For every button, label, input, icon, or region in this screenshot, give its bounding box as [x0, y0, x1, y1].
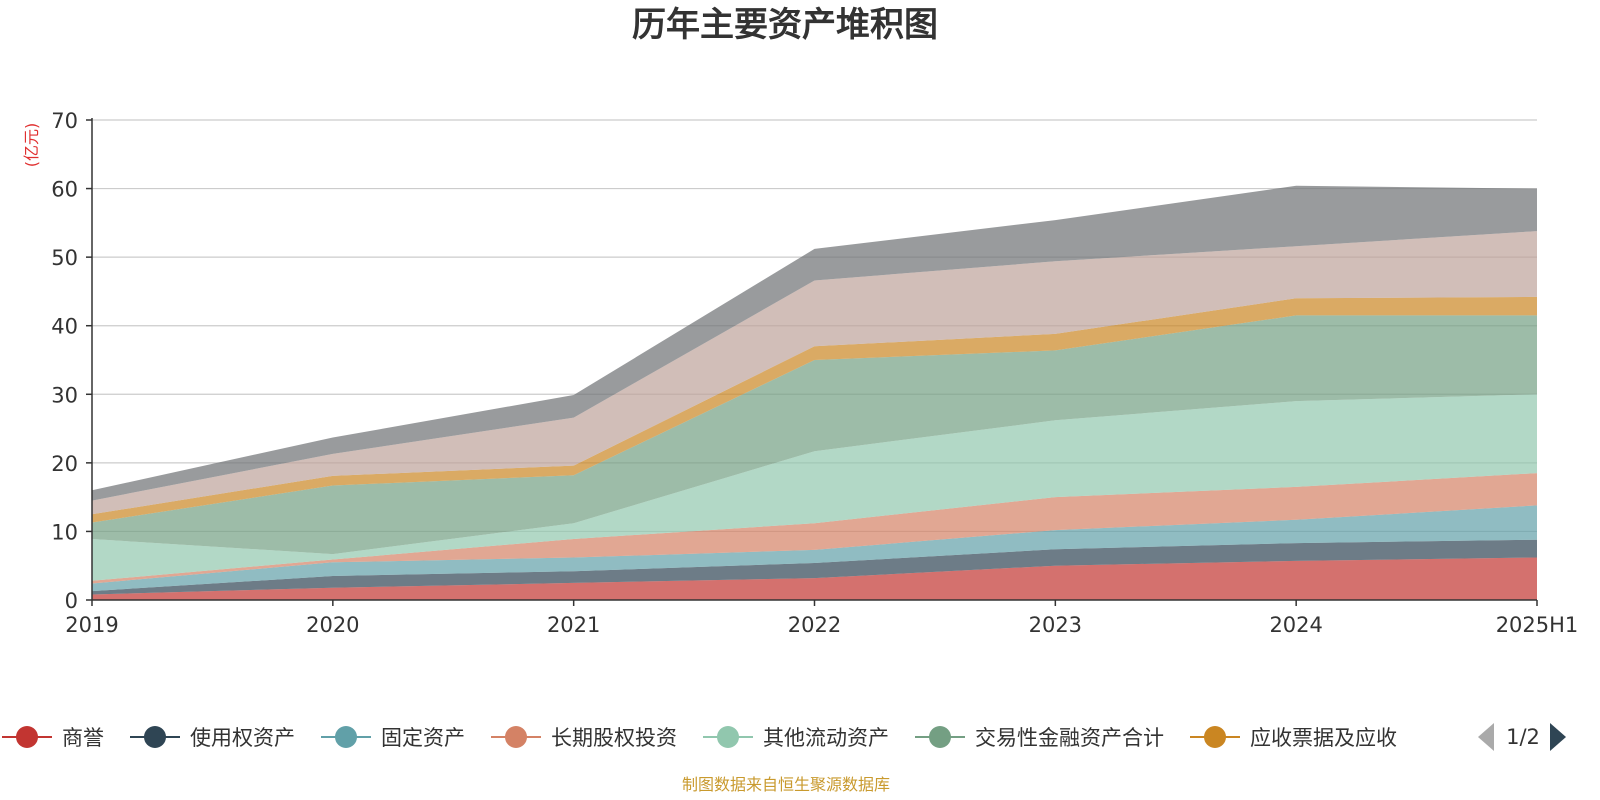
- legend-pager: 1/2: [1478, 723, 1566, 751]
- legend-marker: [505, 726, 527, 748]
- area-series-6: [92, 296, 1537, 523]
- pager-next-icon[interactable]: [1550, 723, 1566, 751]
- legend-label: 交易性金融资产合计: [975, 726, 1164, 750]
- legend-item[interactable]: 商誉: [2, 726, 104, 750]
- area-series-3: [92, 473, 1537, 584]
- axes: 0 10 20 30 40 50 60 70 2019 2020 2021 2022 2023 2024 2…: [51, 109, 1578, 637]
- x-tick-label: 2024: [1269, 613, 1322, 637]
- y-tick-label: 60: [51, 178, 78, 202]
- y-tick-label: 40: [51, 315, 78, 339]
- legend-item[interactable]: 其他流动资产: [703, 726, 889, 750]
- data-source: 制图数据来自恒生聚源数据库: [682, 775, 890, 794]
- chart-title: 历年主要资产堆积图: [632, 5, 938, 45]
- legend-marker: [16, 726, 38, 748]
- legend-item[interactable]: 固定资产: [321, 726, 465, 750]
- legend-label: 商誉: [62, 726, 104, 750]
- y-axis-label: (亿元): [22, 123, 41, 168]
- legend-marker: [929, 726, 951, 748]
- area-series-5: [92, 315, 1537, 555]
- x-tick-label: 2019: [65, 613, 118, 637]
- y-tick-label: 20: [51, 452, 78, 476]
- legend-label: 使用权资产: [190, 726, 295, 750]
- legend-item[interactable]: 长期股权投资: [491, 726, 677, 750]
- legend-item[interactable]: 使用权资产: [130, 726, 295, 750]
- pager-text: 1/2: [1506, 725, 1540, 749]
- area-series-0: [92, 557, 1537, 600]
- x-tick-label: 2025H1: [1496, 613, 1579, 637]
- legend-label: 应收票据及应收: [1250, 726, 1397, 750]
- area-series: [92, 185, 1537, 600]
- area-series-2: [92, 505, 1537, 592]
- legend[interactable]: 商誉 使用权资产 固定资产 长期股权投资 其他流动资产 交易性金融资产合计 应收票据及应收: [2, 726, 1397, 750]
- x-tick-label: 2021: [547, 613, 600, 637]
- legend-marker: [335, 726, 357, 748]
- legend-marker: [1204, 726, 1226, 748]
- area-series-7: [92, 231, 1537, 515]
- legend-label: 固定资产: [381, 726, 465, 750]
- x-tick-label: 2022: [788, 613, 841, 637]
- legend-item[interactable]: 应收票据及应收: [1190, 726, 1397, 750]
- legend-label: 其他流动资产: [763, 726, 889, 750]
- pager-prev-icon[interactable]: [1478, 723, 1494, 751]
- legend-marker: [144, 726, 166, 748]
- area-series-4: [92, 394, 1537, 581]
- x-tick-label: 2020: [306, 613, 359, 637]
- y-tick-label: 0: [65, 589, 78, 613]
- y-tick-label: 70: [51, 109, 78, 133]
- area-series-1: [92, 539, 1537, 595]
- y-tick-label: 30: [51, 383, 78, 407]
- y-tick-label: 10: [51, 520, 78, 544]
- legend-label: 长期股权投资: [551, 726, 677, 750]
- y-tick-label: 50: [51, 246, 78, 270]
- legend-marker: [717, 726, 739, 748]
- area-series-8: [92, 185, 1537, 501]
- legend-item[interactable]: 交易性金融资产合计: [915, 726, 1164, 750]
- x-tick-label: 2023: [1029, 613, 1082, 637]
